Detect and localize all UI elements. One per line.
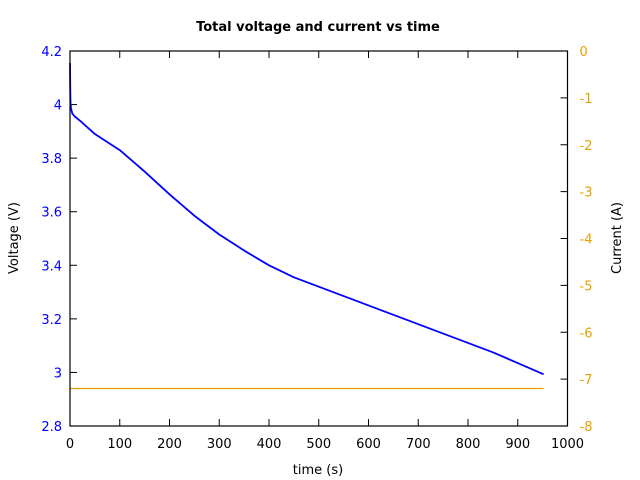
y2-tick-label: -2 [580,139,593,154]
x-tick-label: 1000 [551,437,584,452]
x-tick-label: 300 [207,437,232,452]
plot-frame [69,50,569,427]
x-tick-label: 0 [66,437,74,452]
y-tick-label: 4 [54,99,62,114]
y2-tick-label: -8 [580,420,593,435]
x-tick-label: 900 [505,437,530,452]
x-tick-label: 700 [406,437,431,452]
y-tick-label: 3.4 [41,259,62,274]
voltage-series-line [69,63,544,376]
y2-tick-label: -1 [580,92,593,107]
y2-tick-label: -6 [580,326,593,341]
x-tick-label: 400 [257,437,282,452]
y2-tick-label: -5 [580,279,593,294]
y2-tick-label: -3 [580,186,593,201]
x-tick-label: 500 [306,437,331,452]
y-tick-label: 3 [54,366,62,381]
x-tick-label: 200 [157,437,182,452]
x-tick-label: 600 [356,437,381,452]
y2-axis-label: Current (A) [610,202,625,274]
x-tick-label: 800 [456,437,481,452]
y2-tick-label: -7 [580,373,593,388]
y-tick-label: 3.6 [41,206,62,221]
y-tick-label: 3.2 [41,313,62,328]
chart-title: Total voltage and current vs time [196,20,440,35]
y2-tick-label: 0 [580,45,588,60]
y-tick-label: 2.8 [41,420,62,435]
x-axis-label: time (s) [293,463,343,478]
y-tick-label: 4.2 [41,45,62,60]
y2-tick-label: -4 [580,233,593,248]
x-tick-label: 100 [107,437,132,452]
y-axis-label: Voltage (V) [7,202,22,274]
y-tick-label: 3.8 [41,152,62,167]
